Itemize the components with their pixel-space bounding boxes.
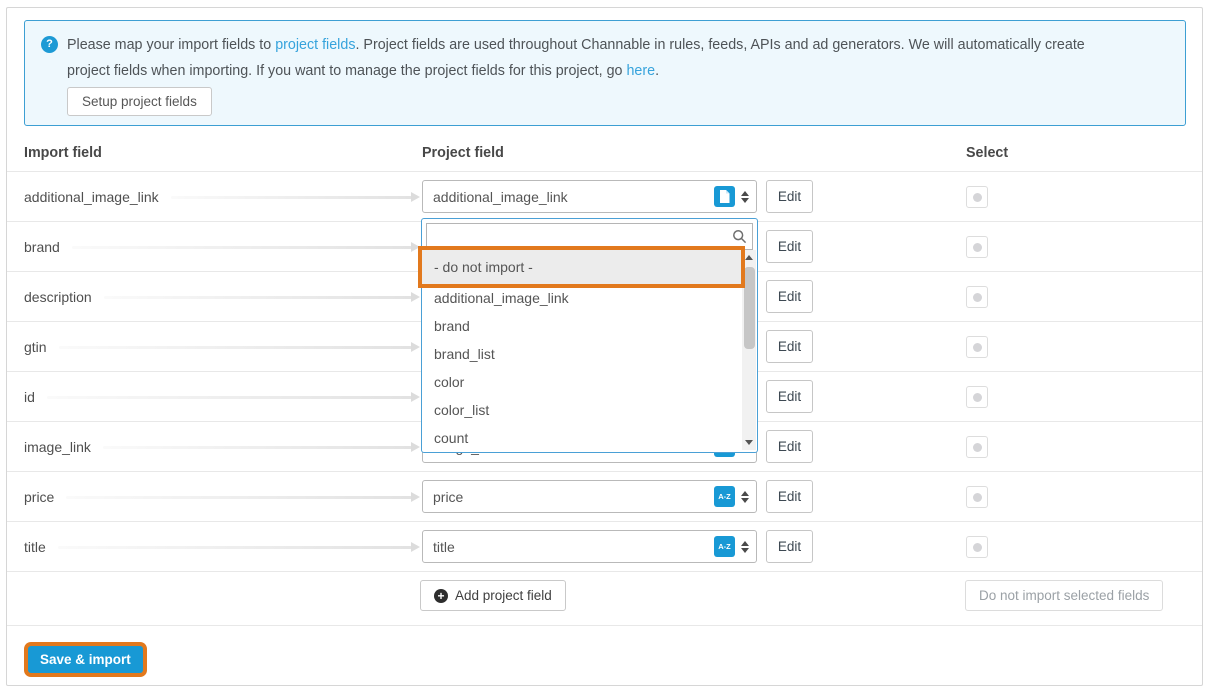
edit-button[interactable]: Edit	[766, 380, 813, 413]
column-header-select: Select	[966, 145, 1009, 161]
checkbox-dot-icon	[972, 242, 982, 252]
project-field-value: additional_image_link	[433, 188, 568, 205]
arrow-right-icon	[103, 291, 421, 302]
arrow-right-icon	[170, 191, 421, 202]
select-checkbox[interactable]	[966, 386, 988, 408]
bottom-bar: Save & import	[7, 625, 1202, 685]
banner-line1: Please map your import fields to project…	[67, 37, 1085, 53]
scroll-up-icon[interactable]	[745, 255, 753, 260]
az-sort-icon: A-Z	[714, 536, 735, 557]
import-field-label: description	[24, 289, 92, 305]
edit-button[interactable]: Edit	[766, 230, 813, 263]
import-field-label: price	[24, 489, 55, 505]
dropdown-search-box	[426, 223, 753, 250]
spinner-arrows-icon	[741, 190, 749, 203]
import-field-label: id	[24, 389, 35, 405]
arrow-right-icon	[46, 391, 421, 402]
import-field-label: gtin	[24, 339, 47, 355]
select-checkbox[interactable]	[966, 486, 988, 508]
arrow-right-icon	[57, 541, 421, 552]
checkbox-dot-icon	[972, 542, 982, 552]
search-input[interactable]	[433, 226, 728, 248]
plus-icon: +	[434, 588, 448, 603]
dropdown-options-list: - do not import - additional_image_link …	[422, 250, 741, 452]
edit-button[interactable]: Edit	[766, 430, 813, 463]
checkbox-dot-icon	[972, 292, 982, 302]
dropdown-option[interactable]: additional_image_link	[434, 290, 569, 306]
project-field-select[interactable]: additional_image_link	[422, 180, 757, 213]
banner-line2: project fields when importing. If you wa…	[67, 63, 660, 79]
dropdown-option[interactable]: brand_list	[434, 346, 495, 362]
checkbox-dot-icon	[972, 492, 982, 502]
scrollbar-thumb[interactable]	[743, 267, 755, 349]
table-row-additional-image-link: additional_image_link additional_image_l…	[7, 171, 1202, 222]
table-footer-row	[7, 571, 1202, 626]
checkbox-dot-icon	[972, 442, 982, 452]
add-project-field-button[interactable]: + Add project field	[420, 580, 566, 611]
dropdown-option[interactable]: count	[434, 430, 469, 446]
project-field-select[interactable]: price A-Z	[422, 480, 757, 513]
dropdown-option[interactable]: brand	[434, 318, 470, 334]
spinner-arrows-icon	[741, 490, 749, 503]
column-header-project-field: Project field	[422, 145, 504, 161]
info-banner: ? Please map your import fields to proje…	[24, 20, 1186, 126]
project-field-select[interactable]: title A-Z	[422, 530, 757, 563]
dropdown-option[interactable]: color	[434, 374, 465, 390]
question-icon: ?	[41, 36, 58, 53]
setup-project-fields-button[interactable]: Setup project fields	[67, 87, 212, 116]
select-checkbox[interactable]	[966, 236, 988, 258]
save-import-button[interactable]: Save & import	[28, 646, 143, 673]
select-checkbox[interactable]	[966, 436, 988, 458]
spinner-arrows-icon	[741, 540, 749, 553]
import-field-label: brand	[24, 239, 60, 255]
select-checkbox[interactable]	[966, 336, 988, 358]
table-row-title: title title A-Z Edit	[7, 521, 1202, 572]
edit-button[interactable]: Edit	[766, 480, 813, 513]
project-field-value: price	[433, 488, 464, 505]
project-field-value: title	[433, 538, 455, 555]
edit-button[interactable]: Edit	[766, 180, 813, 213]
file-icon	[714, 186, 735, 207]
here-link[interactable]: here	[626, 63, 656, 79]
checkbox-dot-icon	[972, 192, 982, 202]
az-sort-icon: A-Z	[714, 486, 735, 507]
table-row-price: price price A-Z Edit	[7, 471, 1202, 522]
search-icon	[733, 230, 747, 244]
arrow-right-icon	[71, 241, 421, 252]
select-checkbox[interactable]	[966, 286, 988, 308]
checkbox-dot-icon	[972, 342, 982, 352]
import-field-label: additional_image_link	[24, 189, 159, 205]
import-field-label: title	[24, 539, 46, 555]
banner-text: Please map your import fields to project…	[67, 32, 1172, 84]
dropdown-option-do-not-import[interactable]: - do not import -	[422, 250, 741, 284]
column-header-import-field: Import field	[24, 145, 102, 161]
do-not-import-selected-button[interactable]: Do not import selected fields	[965, 580, 1164, 611]
dropdown-option[interactable]: color_list	[434, 402, 490, 418]
import-field-label: image_link	[24, 439, 91, 455]
project-field-dropdown: - do not import - additional_image_link …	[421, 218, 758, 453]
arrow-right-icon	[102, 441, 421, 452]
edit-button[interactable]: Edit	[766, 280, 813, 313]
checkbox-dot-icon	[972, 392, 982, 402]
edit-button[interactable]: Edit	[766, 530, 813, 563]
select-checkbox[interactable]	[966, 186, 988, 208]
scroll-down-icon[interactable]	[745, 440, 753, 445]
dropdown-scrollbar[interactable]	[742, 250, 756, 450]
project-fields-link[interactable]: project fields	[275, 37, 356, 53]
arrow-right-icon	[66, 491, 420, 502]
arrow-right-icon	[58, 341, 421, 352]
select-checkbox[interactable]	[966, 536, 988, 558]
edit-button[interactable]: Edit	[766, 330, 813, 363]
